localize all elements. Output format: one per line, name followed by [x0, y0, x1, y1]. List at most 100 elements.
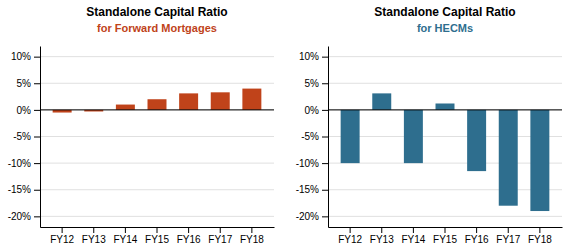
y-tick: -15% [8, 184, 40, 195]
y-tick: -20% [296, 211, 328, 222]
y-tick-mark [34, 216, 40, 217]
titles: Standalone Capital Ratio for HECMs [374, 5, 515, 34]
y-tick-label: 0% [17, 105, 32, 116]
y-tick: 0% [17, 105, 40, 116]
x-tick-label: FY13 [82, 234, 106, 245]
y-tick-label: 5% [17, 78, 32, 89]
grid [328, 57, 562, 217]
x-tick-label: FY14 [401, 234, 425, 245]
chart-title: Standalone Capital Ratio [86, 5, 227, 19]
y-tick-mark [322, 216, 328, 217]
x-tick-label: FY18 [528, 234, 552, 245]
y-tick-label: -15% [296, 184, 319, 195]
bar [179, 93, 198, 110]
x-tick-label: FY15 [145, 234, 169, 245]
x-tick-mark [220, 227, 221, 233]
x-tick-mark [445, 227, 446, 233]
x-tick-mark [508, 227, 509, 233]
y-tick-mark [322, 190, 328, 191]
x-tick-label: FY17 [496, 234, 520, 245]
y-tick-mark [34, 110, 40, 111]
bar [499, 110, 518, 206]
y-axis: -20% -15% -10% -5% 0% 5% 10% [8, 47, 41, 228]
x-tick-label: FY17 [208, 234, 232, 245]
x-axis: FY12 FY13 FY14 FY15 FY16 FY17 FY18 [41, 227, 275, 245]
y-tick-label: -5% [301, 131, 319, 142]
bar [211, 92, 230, 110]
grid [40, 57, 274, 217]
x-tick: FY14 [113, 227, 137, 245]
zero-line [328, 109, 562, 110]
y-tick: -15% [296, 184, 328, 195]
y-tick: -10% [8, 158, 40, 169]
x-tick: FY18 [528, 227, 552, 245]
x-tick-label: FY13 [370, 234, 394, 245]
grid-line [328, 136, 562, 137]
grid-line [40, 56, 274, 57]
grid-line [40, 189, 274, 190]
chart-subtitle: for HECMs [417, 22, 473, 34]
x-tick: FY18 [240, 227, 264, 245]
grid-line [40, 83, 274, 84]
y-tick: 5% [305, 78, 328, 89]
x-tick-label: FY15 [433, 234, 457, 245]
grid-line [328, 109, 562, 110]
y-tick-label: 5% [305, 78, 320, 89]
grid-line [328, 216, 562, 217]
x-tick: FY15 [145, 227, 169, 245]
x-tick-label: FY16 [177, 234, 201, 245]
y-tick-label: 10% [299, 51, 319, 62]
x-tick: FY13 [82, 227, 106, 245]
panel: -20% -15% -10% -5% 0% 5% 10% FY12 FY13 FY14 FY15 FY… [296, 47, 563, 246]
y-tick: 10% [11, 51, 40, 62]
y-tick-mark [322, 163, 328, 164]
y-tick-mark [322, 110, 328, 111]
y-tick-label: -15% [8, 184, 31, 195]
x-tick-mark [62, 227, 63, 233]
chart-subtitle: for Forward Mortgages [97, 22, 217, 34]
y-axis: -20% -15% -10% -5% 0% 5% 10% [296, 47, 329, 228]
x-tick-mark [476, 227, 477, 233]
x-tick: FY16 [177, 227, 201, 245]
zero-line [40, 109, 274, 110]
x-tick: FY17 [208, 227, 232, 245]
chart-root: -20%-15%-10%-5%0%5%10%FY12FY13FY14FY15FY… [0, 0, 576, 249]
bar [404, 110, 423, 163]
bar [242, 89, 261, 110]
x-tick: FY17 [496, 227, 520, 245]
y-axis-line [40, 47, 41, 228]
x-tick: FY15 [433, 227, 457, 245]
x-tick: FY13 [370, 227, 394, 245]
grid-line [40, 136, 274, 137]
x-tick-label: FY12 [50, 234, 74, 245]
y-tick: -10% [296, 158, 328, 169]
y-tick-mark [322, 83, 328, 84]
x-tick-mark [350, 227, 351, 233]
bar [530, 110, 549, 211]
y-tick-mark [34, 137, 40, 138]
x-tick-mark [188, 227, 189, 233]
y-tick: -5% [13, 131, 40, 142]
y-axis-line [328, 47, 329, 228]
x-axis: FY12FY13FY14FY15FY16FY17FY18 [329, 227, 563, 245]
y-tick: -20% [8, 211, 40, 222]
x-tick: FY12 [338, 227, 362, 245]
x-tick-mark [381, 227, 382, 233]
x-tick-mark [93, 227, 94, 233]
bar [467, 110, 486, 171]
panel: -20%-15%-10%-5%0%5%10%FY12FY13FY14FY15FY… [8, 47, 275, 246]
chart-title: Standalone Capital Ratio [374, 5, 515, 19]
grid-line [328, 163, 562, 164]
x-tick-mark [413, 227, 414, 233]
bar [372, 93, 391, 110]
y-tick: 0% [305, 105, 328, 116]
x-tick-mark [125, 227, 126, 233]
bars [53, 89, 262, 113]
y-tick-label: -5% [13, 131, 31, 142]
titles: Standalone Capital Ratio for Forward Mort… [86, 5, 227, 34]
y-tick-mark [34, 163, 40, 164]
bar [436, 103, 455, 109]
y-tick-mark [322, 57, 328, 58]
y-tick-mark [322, 137, 328, 138]
x-tick-mark [157, 227, 158, 233]
